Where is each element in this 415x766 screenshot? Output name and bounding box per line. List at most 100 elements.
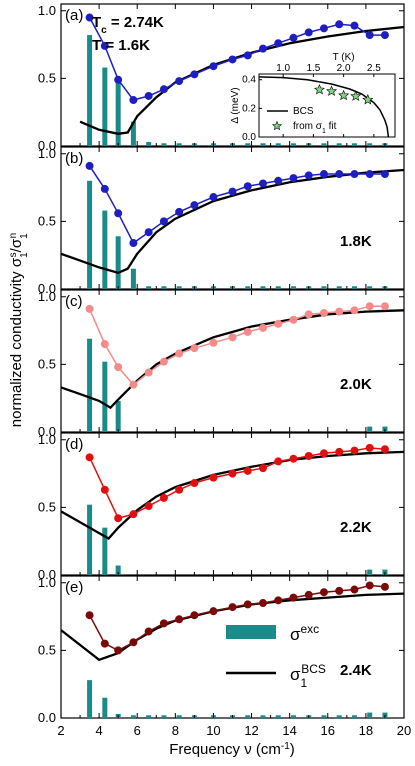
inset-star-point <box>338 89 350 101</box>
data-point <box>129 510 138 519</box>
panel-c: 0.0 0.5 1.0 (c) 2.0K <box>38 289 405 439</box>
data-point <box>380 170 389 179</box>
data-point <box>159 493 168 502</box>
y-tick-label: 0.5 <box>38 356 56 371</box>
inset-bcs-curve <box>258 76 390 138</box>
data-point <box>190 611 199 620</box>
data-point <box>319 170 328 179</box>
exc-bar <box>245 715 251 718</box>
x-tick-label: 14 <box>282 723 296 738</box>
data-point <box>129 380 138 389</box>
data-point <box>274 457 283 466</box>
exc-bar <box>367 143 373 146</box>
data-point <box>144 228 153 237</box>
data-point <box>228 55 237 64</box>
exc-bar <box>102 527 108 575</box>
data-point <box>335 307 344 316</box>
data-point <box>85 13 94 22</box>
data-point <box>209 607 218 616</box>
inset-y-tick-label: 0.2 <box>242 103 256 114</box>
exc-bar <box>87 680 93 718</box>
data-point <box>335 447 344 456</box>
x-tick-label: 12 <box>244 723 258 738</box>
exc-bar <box>275 286 281 289</box>
exc-bar <box>146 286 152 289</box>
exc-bar <box>102 361 108 432</box>
data-point <box>144 502 153 511</box>
data-point <box>380 582 389 591</box>
x-tick-label: 20 <box>397 723 411 738</box>
data-point <box>159 619 168 628</box>
exc-bar <box>176 715 182 718</box>
exc-bar <box>115 236 121 289</box>
inset-star-point <box>350 90 362 101</box>
x-tick-label: 2 <box>57 723 64 738</box>
exc-bar <box>87 338 93 432</box>
exc-bar <box>290 715 296 718</box>
y-tick-label: 1.0 <box>38 3 56 18</box>
inset-legend-bcs-label: BCS <box>293 106 314 117</box>
x-axis-title: Frequency ν (cm-1) <box>169 741 295 759</box>
data-point <box>274 596 283 605</box>
data-point <box>274 39 283 48</box>
exc-bar <box>146 715 152 718</box>
data-point <box>258 323 267 332</box>
data-line <box>88 305 385 386</box>
inset-legend-fit-label: from σ1 fit <box>293 121 337 135</box>
panel-label: (a) <box>65 7 83 24</box>
gap-inset: 1.0 1.5 2.0 2.5 T (K) 0.0 0.2 0.4Δ (meV) BCS from… <box>230 52 396 143</box>
data-point <box>114 363 123 372</box>
data-point <box>274 176 283 185</box>
y-tick-label: 0.5 <box>38 642 56 657</box>
data-point <box>319 24 328 33</box>
inset-x-tick-label: 2.0 <box>337 63 351 74</box>
data-point <box>190 201 199 210</box>
exc-bar <box>321 143 327 146</box>
data-point <box>319 308 328 317</box>
exc-bar <box>102 67 108 146</box>
exc-bar <box>351 286 357 289</box>
data-point <box>289 315 298 324</box>
temperature-label: 1.8K <box>340 233 372 250</box>
data-point <box>258 179 267 188</box>
data-point <box>228 333 237 342</box>
data-point <box>243 51 252 60</box>
data-point <box>258 464 267 473</box>
data-point <box>144 368 153 377</box>
data-point <box>274 319 283 328</box>
data-point <box>159 357 168 366</box>
data-point <box>228 469 237 478</box>
data-point <box>365 443 374 452</box>
panel-e: 0.0 0.5 1.0 (e) 2.4K <box>38 575 405 725</box>
data-point <box>380 302 389 311</box>
data-point <box>100 41 109 50</box>
y-tick-label: 1.0 <box>38 289 56 304</box>
data-point <box>380 31 389 40</box>
y-tick-label: 0.0 <box>38 281 56 296</box>
temperature-label: 2.4K <box>340 662 372 679</box>
exc-bar <box>367 426 373 432</box>
data-point <box>350 306 359 315</box>
data-point <box>129 239 138 248</box>
inset-x-tick-label: 1.0 <box>276 63 290 74</box>
exc-bar <box>115 565 121 575</box>
bcs-curve <box>60 450 405 540</box>
panel-label: (e) <box>65 579 83 596</box>
data-point <box>209 62 218 71</box>
exc-bar <box>245 143 251 146</box>
y-tick-label: 1.0 <box>38 432 56 447</box>
data-point <box>190 344 199 353</box>
inset-star-point <box>313 84 325 95</box>
panel-label: (d) <box>65 436 83 453</box>
exc-bar <box>260 143 266 146</box>
exc-bar <box>146 141 152 146</box>
x-tick-label: 4 <box>95 723 102 738</box>
legend-exc-label: σexc <box>290 622 319 644</box>
exc-bar <box>351 143 357 146</box>
data-point <box>114 209 123 218</box>
data-point <box>209 338 218 347</box>
data-point <box>144 627 153 636</box>
exc-bar <box>245 286 251 289</box>
data-point <box>175 485 184 494</box>
exc-bar <box>87 35 93 146</box>
